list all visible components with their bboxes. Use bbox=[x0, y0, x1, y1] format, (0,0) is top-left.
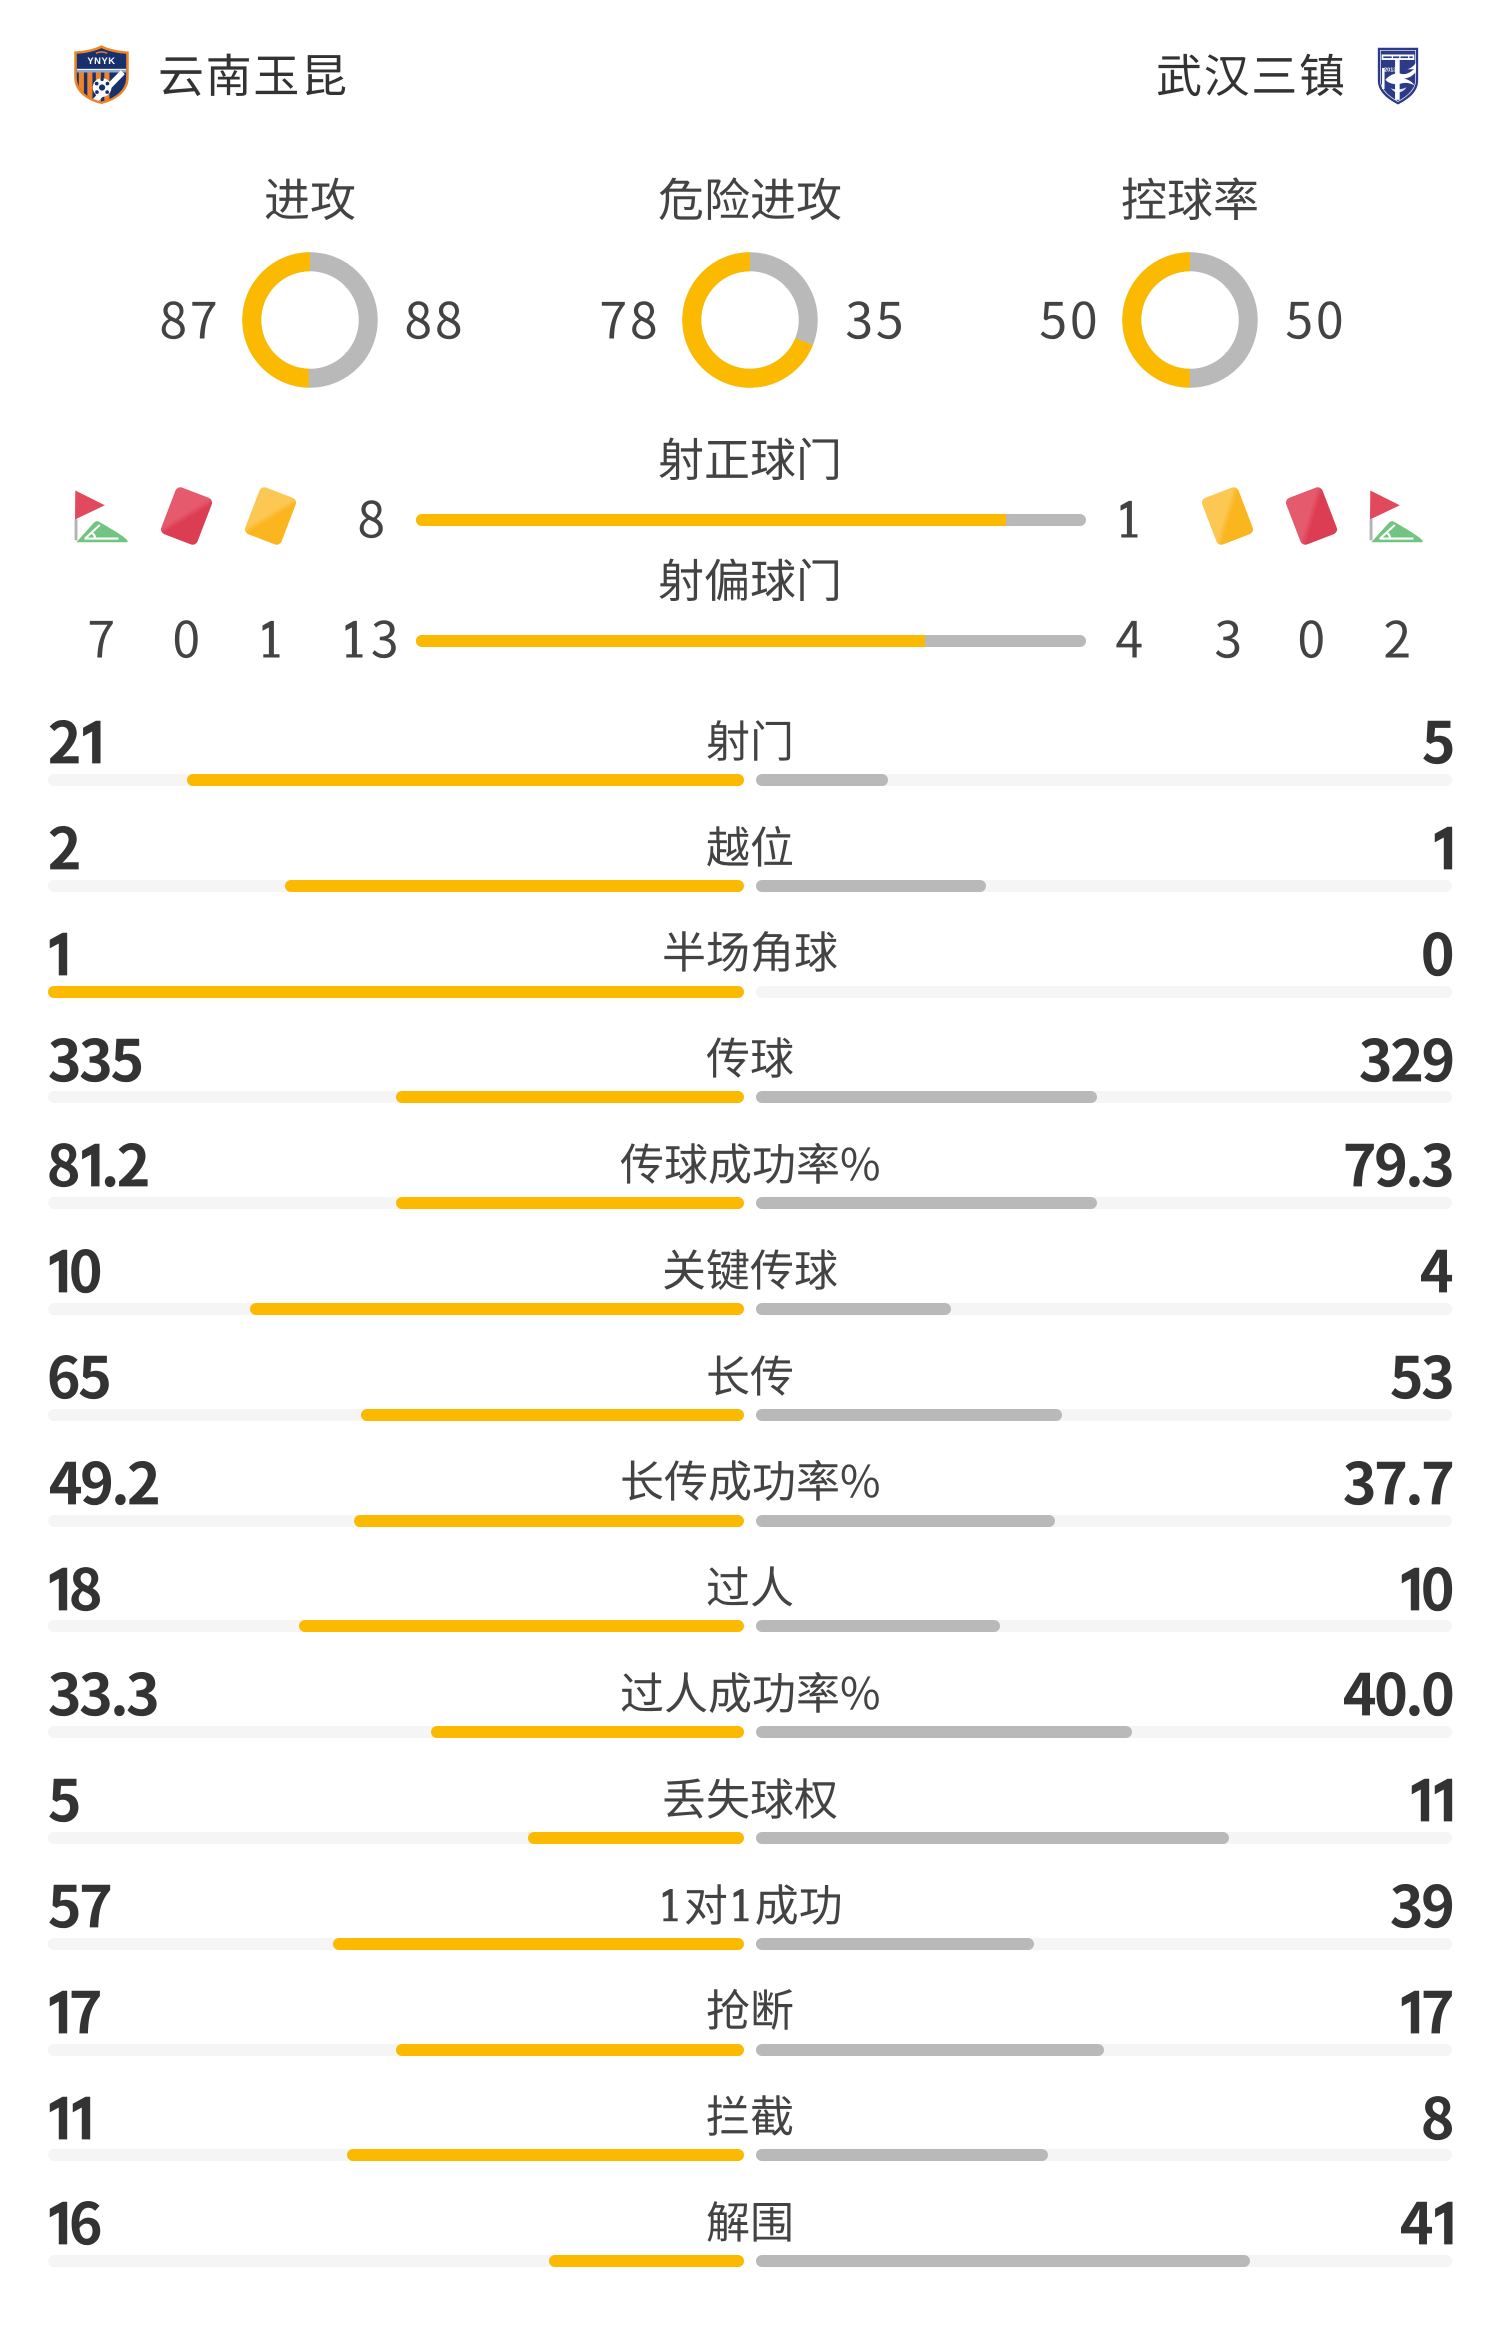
svg-text:2013: 2013 bbox=[1384, 67, 1396, 73]
svg-text:YNYK: YNYK bbox=[87, 56, 115, 66]
